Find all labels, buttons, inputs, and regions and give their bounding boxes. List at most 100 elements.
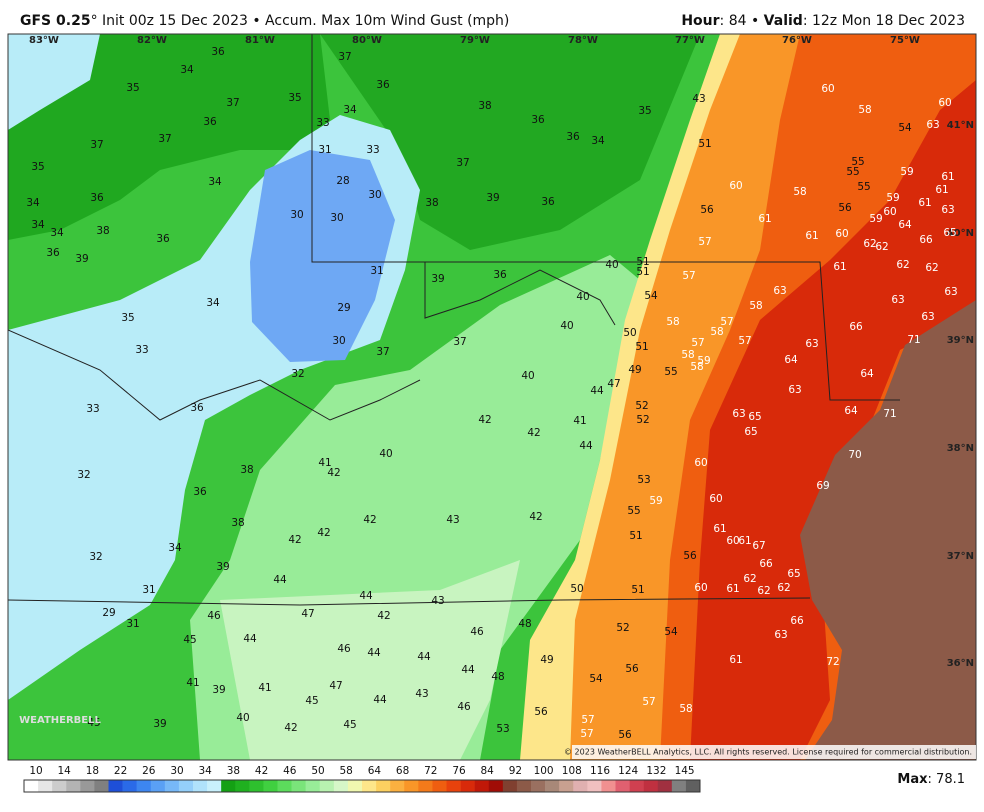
colorbar-swatch <box>685 780 701 792</box>
gust-value: 38 <box>478 100 491 112</box>
gust-value: 52 <box>636 414 649 426</box>
colorbar-swatch <box>671 780 687 792</box>
gust-value: 34 <box>343 104 357 116</box>
gust-value: 49 <box>628 364 641 376</box>
gust-value: 40 <box>560 320 573 332</box>
colorbar-label: 30 <box>170 765 183 777</box>
gust-value: 31 <box>142 584 155 596</box>
gust-value: 43 <box>446 514 459 526</box>
colorbar-swatch <box>333 780 349 792</box>
gust-value: 37 <box>338 51 351 63</box>
gust-value: 39 <box>486 192 499 204</box>
gust-value: 40 <box>576 291 589 303</box>
longitude-label: 79°W <box>460 35 490 46</box>
gust-value: 51 <box>698 138 711 150</box>
latitude-label: 39°N <box>947 335 974 346</box>
gust-value: 58 <box>690 361 703 373</box>
gust-value: 61 <box>941 171 954 183</box>
colorbar-swatch <box>305 780 321 792</box>
gust-value: 55 <box>664 366 677 378</box>
borders <box>8 34 900 606</box>
colorbar-swatch <box>545 780 560 792</box>
gust-value: 35 <box>638 105 651 117</box>
gust-value: 36 <box>193 486 207 498</box>
gust-value: 30 <box>368 189 381 201</box>
region-blue <box>250 150 395 362</box>
max-value: : 78.1 <box>928 772 965 787</box>
gust-value: 52 <box>616 622 629 634</box>
gust-value: 48 <box>491 671 504 683</box>
gust-value: 42 <box>284 722 297 734</box>
latitude-label: 40°N <box>947 228 974 239</box>
gust-value: 61 <box>713 523 726 535</box>
gust-value: 33 <box>316 117 329 129</box>
gust-value: 54 <box>644 290 658 302</box>
gust-value: 35 <box>121 312 134 324</box>
gust-value: 58 <box>793 186 806 198</box>
header-left: GFS 0.25° Init 00z 15 Dec 2023 • Accum. … <box>20 13 509 29</box>
gust-value: 37 <box>158 133 171 145</box>
gust-value: 44 <box>243 633 257 645</box>
gust-value: 60 <box>938 97 951 109</box>
gust-value: 40 <box>379 448 392 460</box>
colorbar-label: 64 <box>368 765 382 777</box>
colorbar-swatch <box>362 780 377 792</box>
gust-value: 58 <box>710 326 723 338</box>
gust-value: 33 <box>86 403 99 415</box>
colorbar-label: 14 <box>58 765 72 777</box>
gust-value: 59 <box>886 192 899 204</box>
gust-value: 33 <box>135 344 148 356</box>
gust-value: 37 <box>453 336 466 348</box>
gust-value: 63 <box>788 384 801 396</box>
colorbar-swatch <box>263 780 278 792</box>
gust-value: 56 <box>683 550 697 562</box>
gust-value: 42 <box>363 514 376 526</box>
gust-value: 54 <box>664 626 678 638</box>
colorbar-swatch <box>432 780 447 792</box>
gust-value: 48 <box>518 618 531 630</box>
colorbar-swatch <box>235 780 250 792</box>
copyright-bg <box>572 745 976 759</box>
gust-value: 30 <box>330 212 343 224</box>
colorbar-swatch <box>249 780 264 792</box>
colorbar-swatch <box>38 780 53 792</box>
gust-value: 31 <box>370 265 383 277</box>
gust-value: 60 <box>709 493 722 505</box>
gust-value: 32 <box>291 368 304 380</box>
gust-value: 62 <box>925 262 938 274</box>
colorbar-swatch <box>52 780 67 792</box>
gust-value: 47 <box>607 378 620 390</box>
map-frame <box>7 33 977 761</box>
latitude-label: 41°N <box>947 120 974 131</box>
longitude-label: 78°W <box>568 35 598 46</box>
colorbar: 10 14 18 22 26 30 34 38 42 46 50 58 64 68 72 76 84 92 100 1… <box>23 765 701 793</box>
gust-value: 39 <box>153 718 166 730</box>
colorbar-label: 50 <box>311 765 324 777</box>
gust-value: 50 <box>570 583 583 595</box>
colorbar-swatch <box>390 780 405 792</box>
gust-value: 64 <box>784 354 798 366</box>
colorbar-label: 10 <box>29 765 42 777</box>
gust-value: 64 <box>844 405 858 417</box>
max-label: Max <box>897 772 928 787</box>
gust-value: 43 <box>692 93 705 105</box>
gust-value: 34 <box>591 135 605 147</box>
gust-value: 34 <box>180 64 194 76</box>
max: Max: 78.1 <box>897 772 965 787</box>
gust-value: 51 <box>631 584 644 596</box>
gust-value: 41 <box>186 677 199 689</box>
colorbar-swatch <box>474 780 490 792</box>
gust-value: 44 <box>373 694 387 706</box>
latitude-label: 37°N <box>947 551 974 562</box>
gust-value: 36 <box>531 114 545 126</box>
gust-value: 57 <box>581 714 594 726</box>
gust-value: 62 <box>757 585 770 597</box>
latitude-label: 36°N <box>947 658 974 669</box>
gust-value: 41 <box>318 457 331 469</box>
gust-value: 36 <box>190 402 204 414</box>
gust-value: 60 <box>694 582 707 594</box>
gust-value: 63 <box>891 294 904 306</box>
gust-value: 52 <box>635 400 648 412</box>
colorbar-swatch <box>657 780 673 792</box>
gust-value: 53 <box>496 723 509 735</box>
